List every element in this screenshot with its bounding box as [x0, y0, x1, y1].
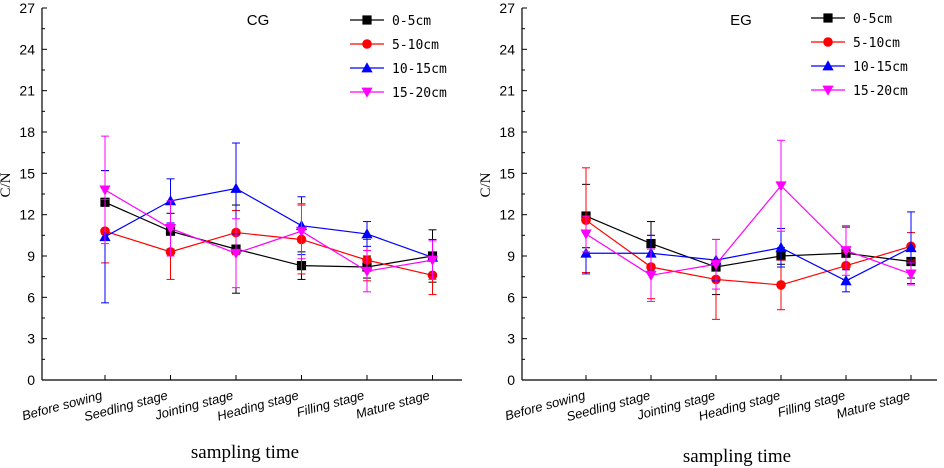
- data-point: [99, 185, 111, 196]
- legend: 0-5cm 5-10cm 10-15cm 15-20cm: [350, 14, 447, 101]
- y-tick-label: 9: [27, 248, 35, 264]
- series-5-10cm: [100, 199, 438, 296]
- legend-marker: [823, 13, 833, 23]
- data-point: [230, 248, 242, 260]
- data-point: [905, 241, 917, 253]
- data-point: [710, 259, 722, 271]
- y-tick-label: 0: [507, 372, 515, 388]
- y-tick-label: 9: [507, 248, 515, 264]
- y-tick-label: 3: [27, 331, 35, 347]
- legend-label: 0-5cm: [853, 12, 892, 27]
- x-tick-label: Filling stage: [295, 387, 366, 419]
- legend-marker: [823, 37, 833, 47]
- legend-label: 10-15cm: [853, 60, 908, 75]
- data-point: [580, 229, 592, 240]
- y-tick-label: 6: [507, 289, 515, 305]
- series-line: [585, 219, 912, 286]
- series-line: [104, 230, 433, 276]
- legend-marker: [361, 87, 373, 98]
- series-0-5cm: [100, 170, 438, 294]
- data-point: [645, 270, 657, 282]
- legend-label: 15-20cm: [853, 84, 908, 99]
- series-15-20cm: [99, 135, 439, 293]
- data-point: [361, 228, 373, 239]
- legend-marker: [822, 85, 834, 96]
- series-5-10cm: [581, 167, 916, 320]
- data-point: [905, 269, 917, 280]
- legend-label: 5-10cm: [853, 36, 900, 51]
- y-tick-label: 15: [19, 165, 35, 181]
- data-point: [776, 280, 786, 290]
- y-tick-label: 27: [499, 0, 515, 16]
- y-tick-label: 21: [19, 83, 35, 99]
- legend-label: 10-15cm: [392, 62, 447, 77]
- y-tick-label: 21: [499, 83, 515, 99]
- y-axis-label: C/N: [0, 172, 14, 197]
- series-line: [586, 247, 912, 282]
- series-line: [104, 189, 433, 272]
- series-15-20cm: [580, 139, 917, 302]
- legend-marker: [362, 39, 372, 49]
- data-point: [840, 246, 852, 257]
- data-point: [164, 224, 177, 235]
- data-point: [775, 241, 787, 253]
- x-axis-label: sampling time: [191, 442, 299, 463]
- y-tick-label: 18: [19, 124, 35, 140]
- legend-label: 5-10cm: [392, 38, 439, 53]
- data-point: [230, 182, 242, 193]
- legend-marker: [822, 60, 834, 71]
- series-line: [585, 184, 912, 276]
- data-point: [295, 226, 308, 237]
- data-point: [361, 266, 373, 277]
- legend-marker: [361, 62, 373, 73]
- chart-title: EG: [730, 12, 752, 29]
- y-axis-label: C/N: [478, 172, 494, 197]
- y-tick-label: 12: [499, 207, 515, 223]
- y-tick-label: 24: [19, 41, 35, 57]
- chart-title: CG: [247, 12, 270, 29]
- legend-label: 0-5cm: [392, 14, 431, 29]
- y-tick-label: 24: [499, 41, 515, 57]
- y-tick-label: 6: [27, 289, 35, 305]
- data-point: [164, 195, 177, 206]
- data-point: [426, 255, 439, 266]
- legend-marker: [362, 15, 372, 25]
- y-tick-label: 12: [19, 207, 35, 223]
- y-tick-label: 18: [499, 124, 515, 140]
- x-tick-label: Mature stage: [354, 387, 431, 421]
- data-point: [775, 181, 787, 192]
- x-tick-label: Mature stage: [835, 387, 912, 421]
- series-10-15cm: [99, 142, 439, 304]
- legend: 0-5cm 5-10cm 10-15cm 15-20cm: [811, 12, 908, 99]
- data-point: [840, 275, 852, 286]
- y-tick-label: 0: [27, 372, 35, 388]
- x-axis-label: sampling time: [683, 446, 791, 467]
- series-line: [104, 187, 433, 258]
- data-point: [580, 247, 592, 258]
- series-0-5cm: [581, 183, 916, 296]
- series-line: [585, 215, 912, 268]
- legend-label: 15-20cm: [392, 86, 447, 101]
- y-tick-label: 15: [499, 165, 515, 181]
- y-tick-label: 27: [19, 0, 35, 16]
- series-line: [104, 201, 433, 268]
- y-tick-label: 3: [507, 331, 515, 347]
